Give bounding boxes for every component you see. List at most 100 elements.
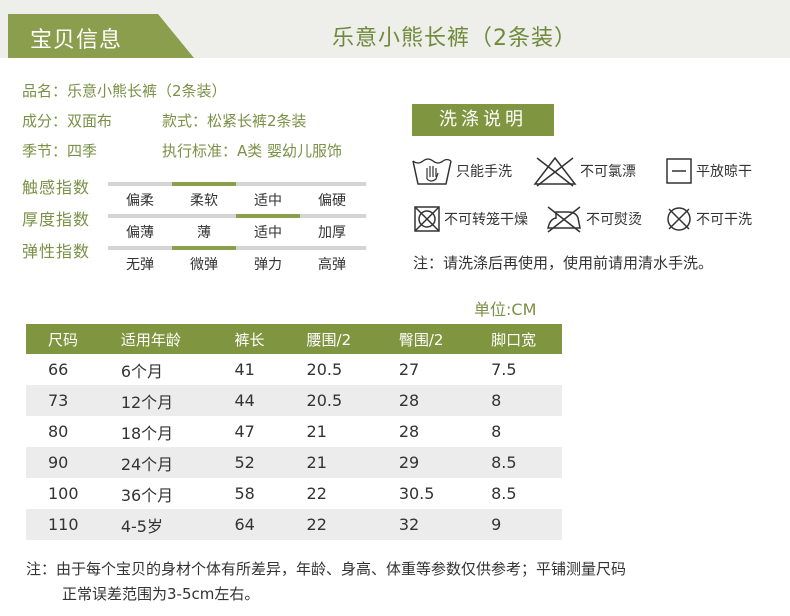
index-label: 厚度指数 xyxy=(22,210,91,229)
index-option: 高弹 xyxy=(318,257,346,273)
index-option: 微弹 xyxy=(190,257,218,273)
wash-item-flat-dry: 平放晾干 xyxy=(664,154,752,188)
table-cell: 8.5 xyxy=(469,447,562,478)
table-cell: 18个月 xyxy=(120,423,174,443)
table-cell: 73 xyxy=(26,385,99,416)
no-iron-icon xyxy=(547,206,581,233)
wash-item-label: 不可氯漂 xyxy=(580,164,636,180)
product-season: 季节：四季 xyxy=(22,142,98,160)
size-table: 尺码 适用年龄 裤长 腰围/2 臀围/2 脚口宽 66 6个月 41 20.5 27 7.5 73 12… xyxy=(26,324,562,540)
table-cell: 22 xyxy=(284,509,377,540)
table-cell: 29 xyxy=(376,447,470,478)
size-table-header-cell: 适用年龄 xyxy=(98,324,213,354)
size-table-body: 66 6个月 41 20.5 27 7.5 73 12个月 44 20.5 28 8 80 18个月 47 2… xyxy=(26,354,562,540)
index-option: 无弹 xyxy=(126,257,154,273)
table-cell: 6个月 xyxy=(120,361,163,381)
wash-item-hand-wash: 只能手洗 xyxy=(410,154,512,188)
wash-item-no-dry-clean: 不可干洗 xyxy=(664,202,752,236)
product-style: 款式：松紧长裤2条装 xyxy=(162,112,307,130)
table-cell: 4-5岁 xyxy=(98,509,213,540)
size-table-header-cell: 臀围/2 xyxy=(376,324,470,354)
wash-item-label: 不可转笼干燥 xyxy=(444,212,528,228)
size-table-header-cell: 裤长 xyxy=(212,324,285,354)
product-material: 成分：双面布 xyxy=(22,112,113,130)
index-bar-selected xyxy=(172,246,236,250)
table-cell: 21 xyxy=(306,422,327,441)
table-cell: 28 xyxy=(398,422,420,441)
wash-item-no-iron: 不可熨烫 xyxy=(544,202,642,236)
table-cell: 90 xyxy=(26,447,99,478)
table-cell: 8 xyxy=(469,385,562,416)
table-cell: 110 xyxy=(26,509,99,540)
index-label: 弹性指数 xyxy=(22,242,91,261)
table-cell: 28 xyxy=(376,385,470,416)
section-tab: 宝贝信息 xyxy=(8,14,194,58)
index-bar-selected xyxy=(172,182,236,186)
table-row: 100 36个月 58 22 30.5 8.5 xyxy=(26,478,562,509)
wash-note: 注：请洗涤后再使用，使用前请用清水手洗。 xyxy=(413,254,714,272)
table-cell: 22 xyxy=(306,484,327,503)
table-cell: 12个月 xyxy=(98,385,213,416)
table-cell: 32 xyxy=(376,509,470,540)
no-dry-clean-icon xyxy=(667,207,691,231)
wash-title: 洗涤说明 xyxy=(412,104,554,136)
table-cell: 44 xyxy=(212,385,285,416)
index-bar xyxy=(108,182,366,186)
wash-item-label: 不可熨烫 xyxy=(586,212,642,228)
table-cell: 80 xyxy=(48,422,69,441)
table-cell: 64 xyxy=(212,509,285,540)
wash-item-label: 平放晾干 xyxy=(696,164,752,180)
section-tab-shape xyxy=(8,14,194,58)
table-cell: 21 xyxy=(284,447,377,478)
table-cell: 7.5 xyxy=(491,360,517,379)
index-option: 弹力 xyxy=(254,257,282,273)
no-bleach-icon xyxy=(533,156,577,187)
size-table-header-cell: 尺码 xyxy=(26,324,99,354)
index-bar-selected xyxy=(236,214,300,218)
product-title: 乐意小熊长裤（2条装） xyxy=(332,26,577,51)
index-option: 偏硬 xyxy=(318,193,346,209)
no-tumble-dry-icon xyxy=(414,206,440,232)
table-cell: 36个月 xyxy=(120,485,174,505)
size-unit: 单位:CM xyxy=(474,300,537,319)
index-label: 触感指数 xyxy=(22,178,91,197)
index-option: 偏薄 xyxy=(126,225,154,241)
index-option: 加厚 xyxy=(318,225,346,241)
wash-item-no-tumble-dry: 不可转笼干燥 xyxy=(412,202,528,236)
table-cell: 58 xyxy=(234,484,255,503)
index-option: 适中 xyxy=(254,225,282,241)
table-cell: 100 xyxy=(48,484,79,503)
table-row: 110 4-5岁 64 22 32 9 xyxy=(26,509,562,540)
table-cell: 20.5 xyxy=(284,385,377,416)
wash-item-label: 只能手洗 xyxy=(456,164,512,180)
table-cell: 41 xyxy=(234,360,255,379)
table-cell: 47 xyxy=(234,422,255,441)
index-bar xyxy=(108,246,366,250)
table-cell: 66 xyxy=(48,360,69,379)
table-cell: 8.5 xyxy=(491,484,517,503)
size-table-header-cell: 腰围/2 xyxy=(284,324,377,354)
table-row: 90 24个月 52 21 29 8.5 xyxy=(26,447,562,478)
flat-dry-icon xyxy=(666,158,692,184)
wash-item-no-bleach: 不可氯漂 xyxy=(532,154,636,188)
product-standard: 执行标准：A类 婴幼儿服饰 xyxy=(162,142,343,160)
table-cell: 24个月 xyxy=(98,447,213,478)
table-cell: 8 xyxy=(491,422,502,441)
hand-wash-icon xyxy=(412,158,452,185)
table-cell: 30.5 xyxy=(398,484,435,503)
index-option: 偏柔 xyxy=(126,193,154,209)
wash-item-label: 不可干洗 xyxy=(696,212,752,228)
index-bar xyxy=(108,214,366,218)
size-table-header-cell: 脚口宽 xyxy=(469,324,562,354)
header-bar: 宝贝信息 乐意小熊长裤（2条装） xyxy=(0,0,790,58)
footnote-line-1: 注：由于每个宝贝的身材个体有所差异，年龄、身高、体重等参数仅供参考；平铺测量尺码 xyxy=(26,560,627,578)
product-name: 品名：乐意小熊长裤（2条装） xyxy=(22,82,227,100)
table-cell: 27 xyxy=(398,360,420,379)
size-table-header: 尺码 适用年龄 裤长 腰围/2 臀围/2 脚口宽 xyxy=(26,324,562,354)
index-option: 薄 xyxy=(197,225,211,241)
section-tab-label: 宝贝信息 xyxy=(30,28,123,53)
index-option: 柔软 xyxy=(190,193,218,209)
footnote-line-2: 正常误差范围为3-5cm左右。 xyxy=(62,585,260,603)
table-row: 73 12个月 44 20.5 28 8 xyxy=(26,385,562,416)
table-cell: 20.5 xyxy=(306,360,343,379)
